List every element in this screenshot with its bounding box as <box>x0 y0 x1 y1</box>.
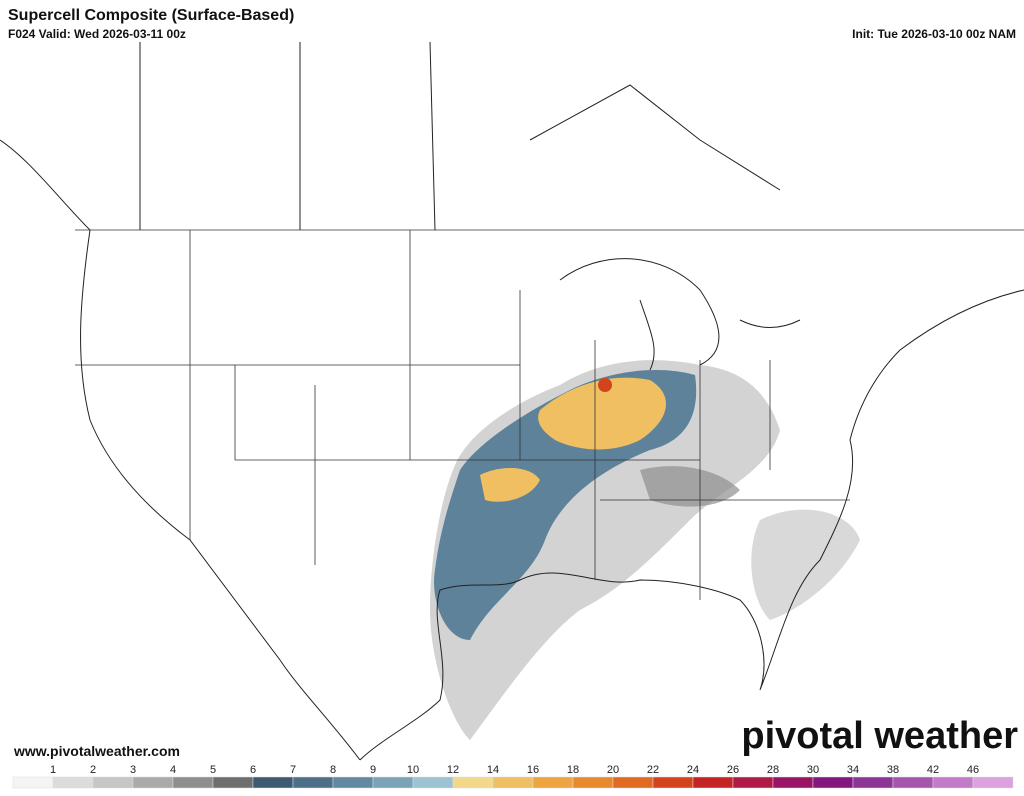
colorbar-cell <box>212 776 254 789</box>
colorbar-label: 16 <box>527 764 539 776</box>
valid-time: F024 Valid: Wed 2026-03-11 00z <box>8 27 186 41</box>
colorbar-cell <box>452 776 494 789</box>
colorbar-cell <box>812 776 854 789</box>
map-title: Supercell Composite (Surface-Based) <box>8 7 294 24</box>
colorbar-label: 30 <box>807 764 819 776</box>
colorbar-cell <box>412 776 454 789</box>
colorbar-label: 28 <box>767 764 779 776</box>
colorbar-cell <box>772 776 814 789</box>
colorbar-cell <box>972 776 1014 789</box>
colorbar-cell <box>252 776 294 789</box>
colorbar-label: 20 <box>607 764 619 776</box>
init-time: Init: Tue 2026-03-10 00z NAM <box>852 27 1016 41</box>
colorbar-cell <box>692 776 734 789</box>
colorbar-label: 6 <box>250 764 256 776</box>
colorbar-cell <box>612 776 654 789</box>
colorbar-label: 24 <box>687 764 699 776</box>
colorbar-cell <box>532 776 574 789</box>
colorbar-cell <box>292 776 334 789</box>
colorbar-label: 38 <box>887 764 899 776</box>
colorbar-cell <box>892 776 934 789</box>
field <box>430 360 860 740</box>
colorbar-cell <box>732 776 774 789</box>
colorbar-cell <box>12 776 54 789</box>
colorbar-cell <box>852 776 894 789</box>
colorbar-cell <box>52 776 94 789</box>
colorbar-label: 46 <box>967 764 979 776</box>
colorbar-cell <box>652 776 694 789</box>
logo: pivotal weather <box>741 715 1018 757</box>
colorbar-label: 42 <box>927 764 939 776</box>
colorbar-cell <box>92 776 134 789</box>
colorbar-label: 14 <box>487 764 499 776</box>
colorbar-label: 5 <box>210 764 216 776</box>
colorbar-cell <box>132 776 174 789</box>
colorbar-cell <box>172 776 214 789</box>
colorbar: 1 2 3 4 5 6 7 8 9 10 12 14 16 18 20 22 24 26 28 30 34 38 42 46 <box>12 764 1014 789</box>
colorbar-label: 12 <box>447 764 459 776</box>
colorbar-cell <box>932 776 974 789</box>
colorbar-label: 10 <box>407 764 419 776</box>
website: www.pivotalweather.com <box>13 743 180 759</box>
boundaries <box>0 41 1024 761</box>
colorbar-label: 22 <box>647 764 659 776</box>
colorbar-cell <box>492 776 534 789</box>
colorbar-label: 7 <box>290 764 296 776</box>
colorbar-label: 18 <box>567 764 579 776</box>
colorbar-label: 34 <box>847 764 859 776</box>
colorbar-label: 4 <box>170 764 176 776</box>
colorbar-label: 26 <box>727 764 739 776</box>
colorbar-cell <box>332 776 374 789</box>
colorbar-label: 8 <box>330 764 336 776</box>
colorbar-label: 1 <box>50 764 56 776</box>
colorbar-cell <box>372 776 414 789</box>
colorbar-label: 9 <box>370 764 376 776</box>
colorbar-label: 3 <box>130 764 136 776</box>
colorbar-cell <box>572 776 614 789</box>
colorbar-label: 2 <box>90 764 96 776</box>
